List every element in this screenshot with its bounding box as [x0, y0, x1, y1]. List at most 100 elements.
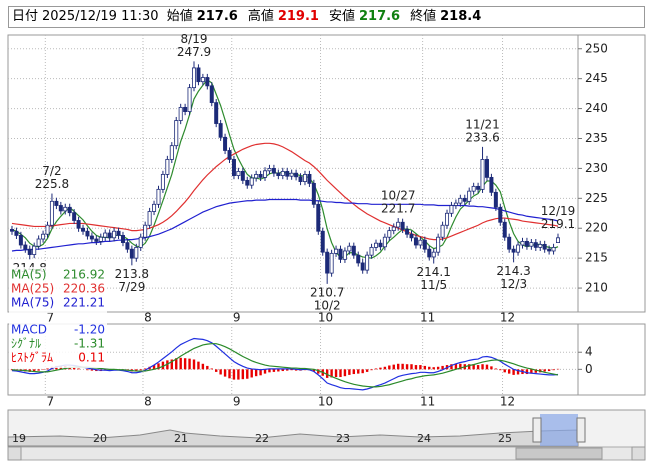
histogram-bar [410, 364, 413, 370]
scroll-right-button[interactable] [631, 446, 646, 461]
histogram-bar [206, 365, 209, 370]
price-panel-frame [7, 34, 646, 313]
date-label: 日付 [12, 9, 39, 24]
histogram-bar [441, 365, 444, 370]
candle-body [112, 230, 117, 239]
candle-body [240, 171, 245, 181]
candle-body [271, 168, 276, 174]
candle-body [183, 106, 188, 112]
candle-body [81, 227, 86, 232]
candle-body [365, 254, 370, 271]
annotation-date: 11/5 [420, 278, 447, 292]
histogram-bar [281, 369, 284, 372]
histogram-bar [219, 369, 222, 375]
candle-body [342, 250, 347, 260]
histogram-bar [388, 365, 391, 370]
x-tick-label: 9 [233, 395, 241, 409]
candle-body [89, 235, 94, 240]
histogram-bar [90, 369, 94, 371]
candle-body [440, 224, 445, 238]
histogram-bar [547, 369, 551, 372]
histogram-bar [343, 369, 347, 377]
candle-body [285, 171, 290, 177]
quote-label: 始値 [166, 9, 193, 24]
candle-body [54, 200, 59, 206]
histogram-bar [188, 358, 191, 370]
legend-name: MA(25) [11, 282, 54, 296]
candle-body [209, 85, 214, 104]
histogram-bar [37, 369, 40, 371]
candle-body [227, 150, 232, 160]
navigator[interactable]: 19 20 21 22 23 24 25 [7, 409, 646, 461]
legend-name: ｼｸﾞﾅﾙ [11, 337, 41, 351]
navigator-handle-left[interactable] [532, 417, 542, 443]
y-tick-label: 230 [585, 161, 608, 175]
candle-body [493, 191, 498, 208]
series-line [11, 337, 559, 391]
histogram-bar [259, 369, 262, 376]
histogram-bar [490, 366, 493, 370]
candle-body [116, 230, 121, 236]
candle-body [58, 205, 63, 212]
histogram-bar [210, 368, 213, 370]
histogram-bar [365, 369, 369, 372]
candle-body [476, 185, 481, 190]
candle-body [143, 224, 148, 238]
x-tick-label: 12 [500, 395, 515, 409]
histogram-bar [525, 369, 529, 375]
candle-body [276, 172, 281, 176]
y-tick-label: 0 [585, 362, 593, 376]
candle-body [418, 239, 423, 246]
navigator-selection[interactable] [540, 414, 578, 446]
candle-body [254, 173, 259, 179]
annotation-date: 12/19 [541, 204, 576, 218]
candle-body [294, 172, 299, 178]
histogram-bar [139, 369, 142, 371]
candle-body [267, 168, 272, 172]
candle-body [138, 236, 143, 248]
candle-body [289, 172, 294, 177]
histogram-bar [499, 369, 502, 371]
scroll-left-button[interactable] [7, 446, 22, 461]
legend-value: 216.92 [63, 268, 105, 282]
candle-body [9, 229, 14, 232]
histogram-bar [254, 369, 258, 377]
histogram-bar [286, 369, 289, 371]
candle-body [200, 77, 205, 83]
candle-body [67, 206, 72, 214]
histogram-bar [494, 368, 498, 370]
annotation-date: 10/2 [314, 298, 341, 312]
histogram-bar [459, 363, 462, 370]
candle-body [174, 120, 179, 147]
candle-body [551, 246, 556, 252]
histogram-bar [396, 363, 400, 370]
annotation-date: 8/19 [181, 32, 208, 46]
candle-body [329, 252, 334, 274]
histogram-bar [503, 369, 506, 373]
histogram-bar [72, 367, 76, 370]
scrollbar-thumb[interactable] [515, 447, 603, 460]
x-tick-label: 7 [46, 311, 54, 325]
navigator-label: 21 [174, 432, 188, 445]
annotation-value: 225.8 [35, 177, 69, 191]
navigator-handle-right[interactable] [576, 417, 586, 443]
candle-body [298, 176, 303, 182]
x-tick-label: 12 [500, 311, 515, 325]
legend-value: -1.20 [74, 323, 105, 337]
candle-body [320, 230, 325, 253]
navigator-label: 25 [498, 432, 512, 445]
candle-body [156, 188, 161, 205]
candle-body [449, 205, 454, 214]
candle-body [49, 200, 54, 226]
histogram-bar [370, 369, 373, 371]
candle-body [498, 206, 503, 223]
histogram-bar [516, 369, 520, 375]
histogram-bar [241, 369, 245, 380]
candle-body [480, 159, 485, 190]
histogram-bar [405, 364, 409, 370]
histogram-bar [419, 365, 422, 370]
candle-body [373, 242, 378, 248]
y-tick-label: 220 [585, 221, 608, 235]
candle-body [129, 248, 134, 259]
